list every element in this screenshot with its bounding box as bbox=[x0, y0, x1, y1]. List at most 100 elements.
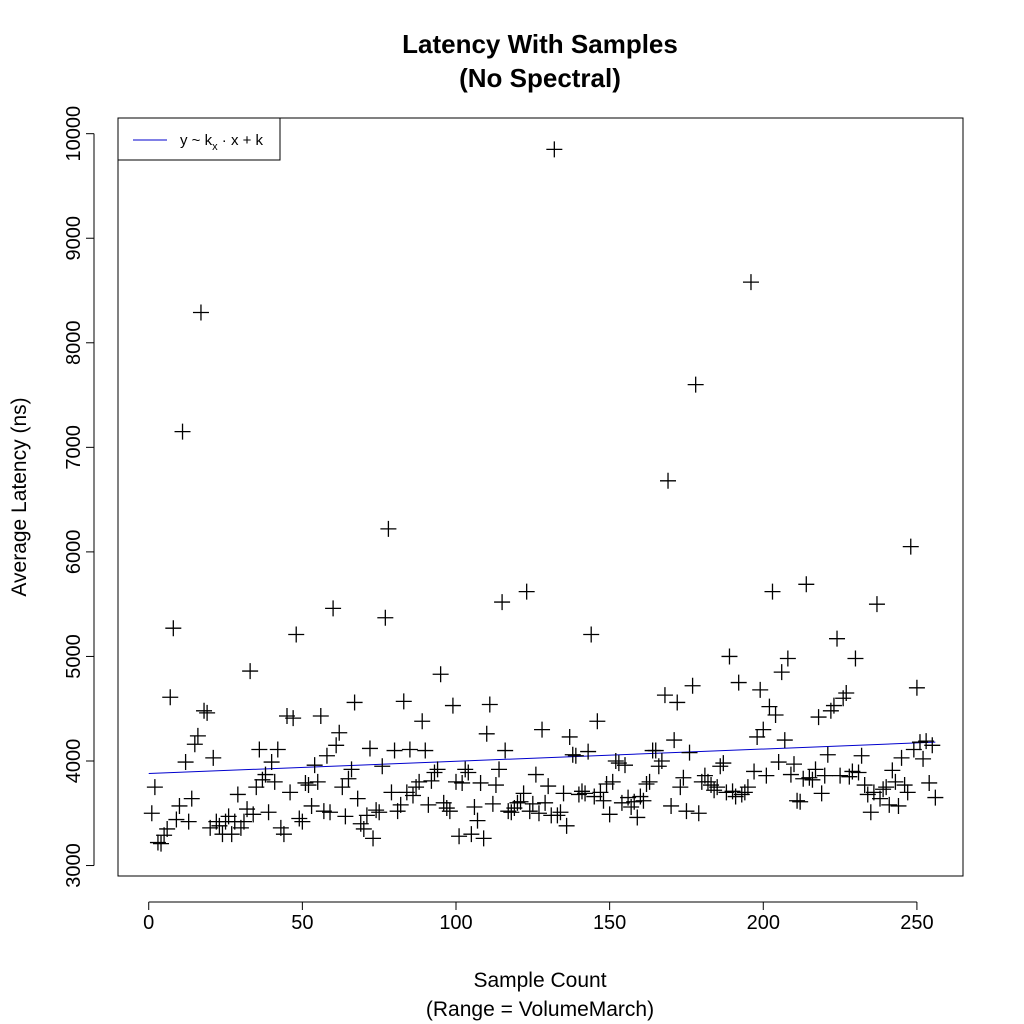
data-point bbox=[349, 790, 366, 807]
data-point bbox=[718, 784, 735, 801]
data-point bbox=[162, 689, 179, 706]
legend: y ~ kx · x + k bbox=[117, 117, 281, 161]
data-point bbox=[448, 773, 464, 790]
data-point bbox=[779, 650, 796, 667]
data-point bbox=[494, 594, 511, 611]
data-point bbox=[192, 304, 209, 321]
data-point bbox=[604, 773, 621, 790]
legend-label-part-1: y ~ k bbox=[180, 132, 213, 149]
data-point bbox=[696, 767, 713, 784]
data-point bbox=[875, 781, 892, 798]
data-point bbox=[423, 772, 440, 789]
data-point bbox=[411, 773, 428, 790]
data-point bbox=[709, 779, 726, 796]
data-point bbox=[641, 773, 658, 790]
data-point bbox=[361, 740, 378, 757]
data-point bbox=[829, 630, 846, 647]
data-point bbox=[306, 757, 323, 774]
data-point bbox=[368, 802, 385, 819]
data-point bbox=[312, 708, 329, 725]
y-tick-label: 5000 bbox=[63, 634, 85, 679]
data-point bbox=[801, 769, 818, 786]
data-point bbox=[537, 794, 554, 811]
data-point bbox=[205, 749, 222, 766]
data-point bbox=[678, 803, 695, 820]
data-point bbox=[229, 786, 246, 803]
data-point bbox=[601, 806, 618, 823]
data-point bbox=[573, 783, 590, 800]
data-point bbox=[589, 713, 606, 730]
data-point bbox=[392, 796, 409, 813]
data-point bbox=[463, 826, 480, 843]
y-tick-label: 9000 bbox=[63, 216, 85, 261]
data-point bbox=[918, 733, 935, 750]
chart-title-line-2: (No Spectral) bbox=[459, 63, 621, 93]
data-point bbox=[617, 757, 633, 774]
data-point bbox=[168, 811, 185, 828]
data-point bbox=[257, 766, 274, 783]
data-point bbox=[687, 376, 704, 393]
data-point bbox=[733, 786, 750, 803]
data-point bbox=[789, 792, 806, 809]
x-axis: 0 50 100 150 200 250 bbox=[143, 901, 934, 934]
data-point bbox=[272, 819, 289, 836]
data-point bbox=[512, 793, 529, 810]
data-point bbox=[509, 794, 526, 811]
x-tick-label: 50 bbox=[291, 912, 313, 934]
data-point bbox=[786, 756, 802, 773]
data-point bbox=[325, 600, 342, 617]
data-point bbox=[153, 835, 170, 852]
data-point bbox=[340, 770, 357, 787]
data-point bbox=[297, 774, 314, 791]
data-point bbox=[171, 797, 188, 814]
data-point bbox=[165, 620, 182, 637]
data-point bbox=[656, 687, 673, 704]
data-point bbox=[441, 803, 458, 820]
data-point bbox=[653, 752, 670, 769]
data-point bbox=[383, 784, 400, 801]
data-point bbox=[245, 806, 262, 823]
data-point bbox=[730, 674, 747, 691]
data-point bbox=[632, 788, 649, 805]
data-point bbox=[577, 785, 594, 802]
data-point bbox=[902, 538, 919, 555]
data-point bbox=[856, 777, 873, 794]
data-point bbox=[583, 626, 600, 643]
data-point bbox=[404, 787, 421, 804]
data-point bbox=[248, 779, 265, 796]
y-axis: 3000 4000 5000 6000 7000 8000 9000 10000 bbox=[63, 106, 95, 888]
data-point bbox=[924, 737, 941, 754]
data-point bbox=[838, 685, 855, 702]
data-point bbox=[865, 784, 882, 801]
data-point bbox=[475, 830, 492, 847]
data-point bbox=[380, 520, 397, 537]
data-point bbox=[279, 708, 295, 725]
data-point bbox=[300, 777, 317, 794]
data-point bbox=[684, 677, 701, 694]
data-point bbox=[318, 747, 335, 764]
data-point bbox=[629, 809, 646, 826]
data-point bbox=[567, 747, 584, 764]
data-point bbox=[927, 789, 944, 806]
legend-entry-label: y ~ kx · x + k bbox=[180, 132, 264, 153]
data-point bbox=[487, 777, 504, 794]
data-point bbox=[795, 770, 812, 787]
data-point bbox=[189, 727, 206, 744]
data-point bbox=[816, 767, 833, 784]
data-point bbox=[739, 779, 756, 796]
data-point bbox=[878, 779, 895, 796]
data-point bbox=[515, 785, 532, 802]
data-point bbox=[143, 805, 160, 822]
data-point bbox=[386, 742, 403, 759]
data-point bbox=[721, 648, 738, 665]
data-point bbox=[853, 747, 870, 764]
data-point bbox=[518, 583, 535, 600]
data-point bbox=[315, 803, 332, 820]
data-point bbox=[666, 732, 683, 749]
data-point bbox=[620, 789, 637, 806]
data-point bbox=[466, 798, 483, 815]
data-point bbox=[844, 763, 861, 780]
data-point bbox=[767, 706, 784, 723]
data-point bbox=[586, 788, 603, 805]
data-point bbox=[484, 795, 501, 812]
